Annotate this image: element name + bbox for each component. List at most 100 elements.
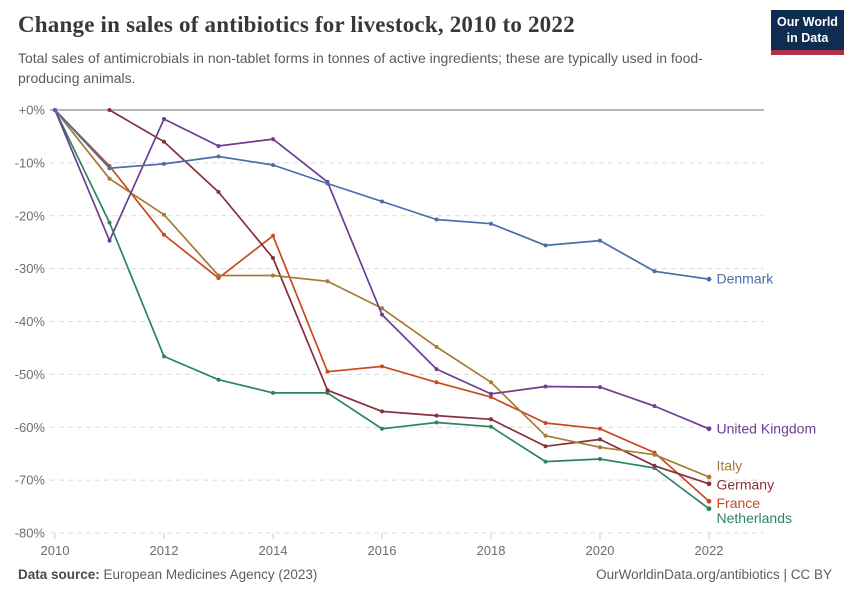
series-point-denmark	[53, 108, 57, 112]
series-point-germany	[162, 139, 166, 144]
series-point-united-kingdom	[107, 238, 112, 243]
series-point-denmark	[216, 154, 221, 159]
y-axis-label-4: -40%	[15, 314, 46, 329]
y-axis-label-6: -60%	[15, 420, 46, 435]
series-point-italy	[434, 344, 439, 349]
series-point-france	[598, 426, 602, 431]
series-point-france	[489, 395, 493, 400]
series-point-netherlands	[598, 457, 602, 461]
series-point-germany	[216, 190, 221, 194]
series-point-netherlands	[380, 426, 384, 431]
y-axis-label-8: -80%	[15, 526, 46, 541]
series-point-denmark	[380, 199, 384, 204]
series-point-united-kingdom	[162, 117, 166, 121]
chart-footer: Data source: European Medicines Agency (…	[18, 567, 832, 582]
series-point-france	[543, 421, 548, 425]
series-point-italy	[489, 380, 493, 385]
series-point-netherlands	[434, 420, 439, 425]
y-axis-label-0: +0%	[19, 103, 46, 118]
series-point-united-kingdom	[489, 391, 493, 396]
series-label-united-kingdom[interactable]: United Kingdom	[717, 420, 817, 436]
series-point-germany	[706, 481, 712, 487]
series-point-united-kingdom	[652, 404, 657, 409]
series-point-netherlands	[216, 377, 221, 382]
y-axis-label-2: -20%	[15, 208, 46, 223]
series-point-germany	[489, 417, 493, 422]
series-point-italy	[216, 273, 221, 278]
series-point-netherlands	[706, 506, 712, 512]
series-point-germany	[271, 256, 275, 260]
series-point-germany	[598, 437, 602, 442]
series-point-netherlands	[271, 390, 275, 395]
series-point-germany	[434, 413, 439, 418]
series-line-united-kingdom[interactable]	[54, 109, 710, 430]
owid-logo-line1: Our World	[777, 15, 838, 29]
series-point-france	[162, 232, 166, 237]
series-point-denmark	[162, 161, 166, 166]
series-point-united-kingdom	[434, 367, 439, 372]
x-axis-label-2010: 2010	[41, 543, 70, 558]
series-point-germany	[380, 409, 384, 414]
series-point-italy	[325, 279, 330, 284]
series-point-italy	[706, 474, 712, 480]
series-point-denmark	[543, 243, 548, 248]
series-point-germany	[325, 388, 330, 393]
series-point-italy	[652, 452, 657, 457]
chart-subtitle: Total sales of antimicrobials in non-tab…	[18, 50, 703, 87]
series-label-denmark[interactable]: Denmark	[717, 271, 775, 287]
series-point-italy	[271, 273, 275, 278]
series-label-italy[interactable]: Italy	[717, 457, 743, 473]
series-point-united-kingdom	[271, 137, 275, 142]
series-line-france[interactable]	[54, 109, 710, 503]
y-axis-label-5: -50%	[15, 367, 46, 382]
series-point-france	[380, 364, 384, 369]
series-point-united-kingdom	[706, 426, 712, 432]
series-point-italy	[162, 212, 166, 217]
series-point-italy	[380, 306, 384, 311]
x-axis-label-2020: 2020	[586, 543, 615, 558]
series-point-united-kingdom	[598, 385, 602, 390]
x-axis-label-2022: 2022	[695, 543, 724, 558]
series-point-france	[434, 380, 439, 385]
series-point-netherlands	[543, 459, 548, 464]
data-source-value[interactable]: European Medicines Agency (2023)	[99, 567, 318, 582]
x-axis-label-2016: 2016	[368, 543, 397, 558]
series-line-germany[interactable]	[108, 109, 710, 485]
series-point-united-kingdom	[216, 144, 221, 148]
series-point-denmark	[107, 166, 112, 171]
series-label-france[interactable]: France	[717, 495, 761, 511]
series-point-denmark	[598, 238, 602, 243]
series-point-united-kingdom	[380, 312, 384, 317]
owid-logo-line2: in Data	[786, 30, 829, 45]
series-label-germany[interactable]: Germany	[717, 476, 775, 492]
series-point-france	[271, 233, 275, 238]
series-point-france	[325, 369, 330, 374]
series-point-italy	[107, 176, 112, 181]
series-point-netherlands	[489, 424, 493, 429]
data-source: Data source: European Medicines Agency (…	[18, 567, 317, 582]
series-point-united-kingdom	[543, 384, 548, 389]
owid-logo[interactable]: Our World in Data	[771, 10, 844, 56]
y-axis-label-3: -30%	[15, 261, 46, 276]
y-axis-label-7: -70%	[15, 473, 46, 488]
x-axis-label-2018: 2018	[477, 543, 506, 558]
y-axis-label-1: -10%	[15, 155, 46, 170]
x-axis-label-2012: 2012	[150, 543, 179, 558]
series-point-denmark	[434, 217, 439, 222]
data-source-label: Data source:	[18, 567, 100, 582]
series-point-germany	[652, 463, 657, 468]
x-axis-label-2014: 2014	[259, 543, 288, 558]
series-point-netherlands	[162, 354, 166, 359]
series-point-denmark	[652, 269, 657, 274]
series-label-netherlands[interactable]: Netherlands	[717, 510, 793, 526]
page-title: Change in sales of antibiotics for lives…	[18, 12, 575, 37]
series-point-denmark	[271, 163, 275, 167]
series-point-italy	[598, 445, 602, 450]
series-point-germany	[107, 108, 112, 112]
series-point-italy	[543, 433, 548, 438]
series-point-denmark	[706, 276, 712, 282]
credit-link[interactable]: OurWorldinData.org/antibiotics | CC BY	[596, 567, 832, 582]
series-point-denmark	[489, 221, 493, 226]
